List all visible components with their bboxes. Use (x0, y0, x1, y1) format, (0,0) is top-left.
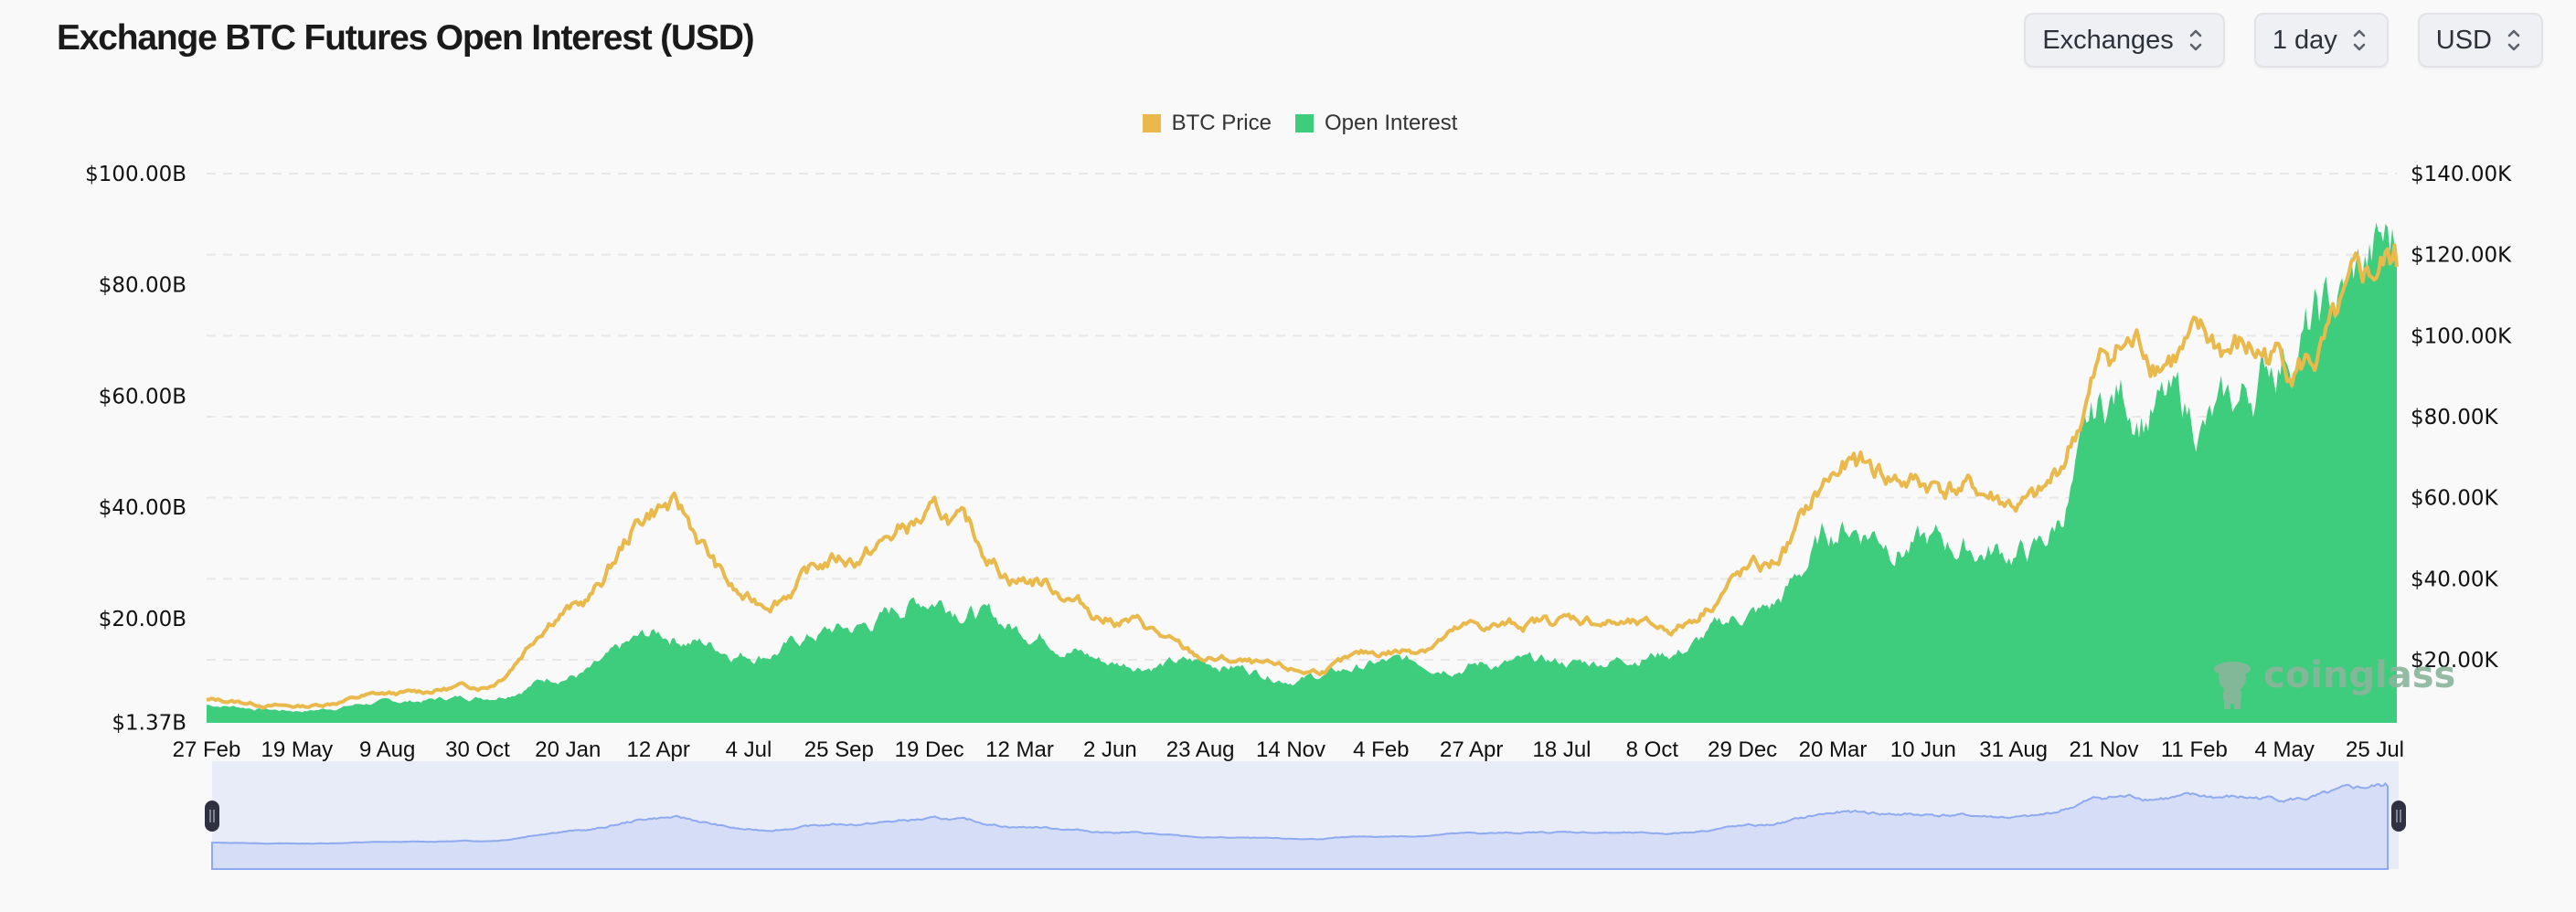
legend-item-btc-price[interactable]: BTC Price (1142, 111, 1272, 136)
x-tick-label: 9 Aug (359, 737, 415, 762)
x-tick-label: 14 Nov (1256, 737, 1325, 762)
chevron-up-down-icon (2353, 29, 2366, 51)
x-axis: 27 Feb 19 May 9 Aug 30 Oct 20 Jan 12 Apr 4 Jul… (173, 737, 2404, 762)
page-title: Exchange BTC Futures Open Interest (USD) (57, 18, 755, 58)
legend-label: BTC Price (1171, 111, 1272, 135)
interval-select-label: 1 day (2272, 25, 2337, 55)
exchanges-select-label: Exchanges (2042, 25, 2174, 55)
x-tick-label: 25 Sep (804, 737, 874, 762)
legend-swatch (1142, 114, 1161, 133)
y-axis-left: $100.00B $80.00B $60.00B $40.00B $20.00B $1.3… (85, 163, 186, 736)
open-interest-area (207, 222, 2397, 723)
x-tick-label: 29 Dec (1708, 737, 1777, 762)
x-tick-label: 30 Oct (445, 737, 510, 762)
x-tick-label: 27 Feb (173, 737, 241, 762)
x-tick-label: 31 Aug (1979, 737, 2048, 762)
x-tick-label: 12 Mar (985, 737, 1054, 762)
x-tick-label: 20 Jan (535, 737, 601, 762)
zoom-handle-left[interactable] (205, 801, 219, 832)
coinglass-logo-icon (2214, 662, 2251, 709)
y-right-tick-label: $20.00K (2411, 649, 2498, 673)
y-right-tick-label: $40.00K (2411, 567, 2498, 591)
watermark: coinglass (2214, 654, 2455, 709)
x-tick-label: 18 Jul (1532, 737, 1591, 762)
x-tick-label: 4 Feb (1353, 737, 1409, 762)
y-left-tick-label: $20.00B (99, 608, 186, 631)
zoom-handle-right[interactable] (2391, 801, 2406, 832)
y-left-tick-label: $100.00B (85, 163, 186, 186)
x-tick-label: 11 Feb (2161, 737, 2228, 762)
chart-controls: Exchanges 1 day USD (2024, 13, 2543, 68)
chart-legend: BTC Price Open Interest (0, 111, 2576, 136)
y-right-tick-label: $60.00K (2411, 487, 2498, 511)
x-tick-label: 27 Apr (1440, 737, 1503, 762)
x-tick-label: 4 Jul (726, 737, 772, 762)
y-left-tick-label: $80.00B (99, 274, 186, 298)
y-left-tick-label: $1.37B (112, 711, 186, 735)
btc-price-line (206, 243, 2399, 710)
currency-select[interactable]: USD (2417, 13, 2543, 68)
x-tick-label: 2 Jun (1083, 737, 1137, 762)
y-right-tick-label: $100.00K (2411, 324, 2512, 348)
legend-item-open-interest[interactable]: Open Interest (1294, 111, 1458, 136)
x-tick-label: 8 Oct (1626, 737, 1679, 762)
x-tick-label: 25 Jul (2346, 737, 2404, 762)
y-axis-right: $140.00K $120.00K $100.00K $80.00K $60.00K $4… (2411, 163, 2512, 673)
gridlines (207, 173, 2397, 661)
zoom-slider-preview-area (211, 782, 2389, 870)
y-right-tick-label: $80.00K (2411, 406, 2498, 429)
currency-select-label: USD (2435, 25, 2492, 55)
x-tick-label: 19 May (261, 737, 333, 762)
exchanges-select[interactable]: Exchanges (2024, 13, 2225, 68)
x-tick-label: 20 Mar (1799, 737, 1868, 762)
y-right-tick-label: $140.00K (2411, 163, 2512, 186)
x-tick-label: 23 Aug (1166, 737, 1235, 762)
interval-select[interactable]: 1 day (2253, 13, 2389, 68)
x-tick-label: 4 May (2254, 737, 2314, 762)
y-right-tick-label: $120.00K (2411, 244, 2512, 268)
y-left-tick-label: $60.00B (99, 385, 186, 408)
chevron-up-down-icon (2507, 29, 2520, 51)
x-tick-label: 19 Dec (895, 737, 964, 762)
chevron-up-down-icon (2189, 29, 2202, 51)
x-tick-label: 12 Apr (626, 737, 689, 762)
x-tick-label: 10 Jun (1890, 737, 1956, 762)
zoom-slider[interactable] (205, 761, 2406, 870)
watermark-text: coinglass (2263, 654, 2455, 696)
legend-swatch (1294, 114, 1314, 133)
y-left-tick-label: $40.00B (99, 496, 186, 520)
x-tick-label: 21 Nov (2069, 737, 2138, 762)
legend-label: Open Interest (1324, 111, 1458, 135)
